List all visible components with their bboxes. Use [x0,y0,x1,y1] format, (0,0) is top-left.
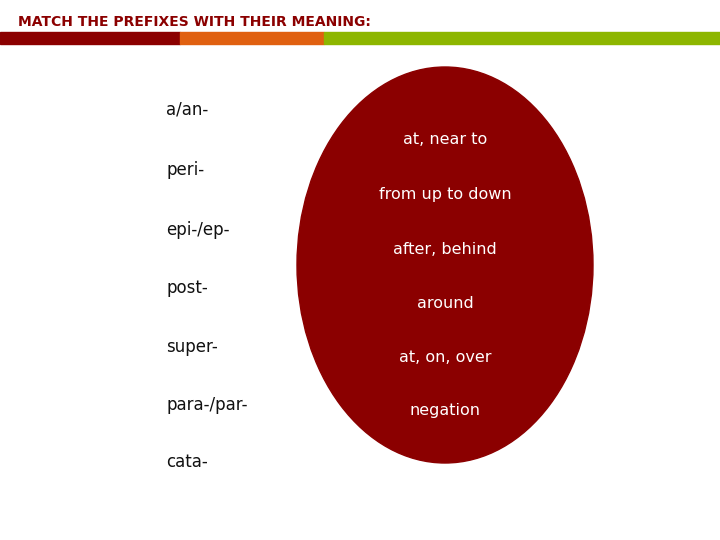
Bar [180,32,324,44]
Text: super-: super- [166,338,217,356]
Text: epi-/ep-: epi-/ep- [166,221,230,239]
Ellipse shape [297,67,593,463]
Text: post-: post- [166,279,208,297]
Text: para-/par-: para-/par- [166,396,248,414]
Bar [324,32,720,44]
Text: cata-: cata- [166,453,208,471]
Text: from up to down: from up to down [379,187,511,202]
Text: at, near to: at, near to [403,132,487,147]
Text: negation: negation [410,402,480,417]
Text: around: around [417,295,473,310]
Text: MATCH THE PREFIXES WITH THEIR MEANING:: MATCH THE PREFIXES WITH THEIR MEANING: [18,15,371,29]
Text: after, behind: after, behind [393,242,497,258]
Text: at, on, over: at, on, over [399,350,491,366]
Text: a/an-: a/an- [166,101,208,119]
Bar [0,32,180,44]
Text: peri-: peri- [166,161,204,179]
